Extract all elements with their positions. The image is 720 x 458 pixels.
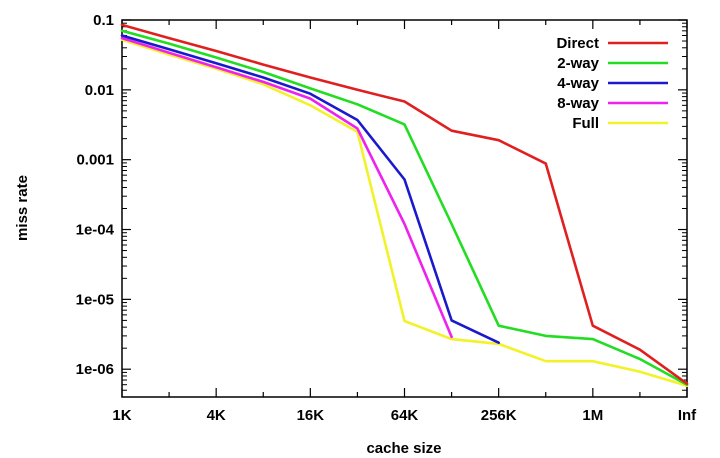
legend-label-8-way: 8-way	[557, 95, 599, 112]
x-tick-label: 4K	[207, 407, 226, 424]
x-tick-label: 16K	[297, 407, 325, 424]
series-layer	[120, 23, 689, 388]
y-tick-label: 1e-04	[76, 222, 115, 239]
y-tick-label: 0.01	[85, 82, 114, 99]
series-line-2-way	[120, 29, 689, 387]
tick-layer: 0.1 0.01 0.001 1e-04 1e-05 1e-06 1K 4K 16K 64K 256…	[76, 12, 698, 424]
x-tick-label: 256K	[481, 407, 517, 424]
y-tick-label: 0.001	[76, 152, 114, 169]
legend: Direct 2-way 4-way 8-way Full	[556, 35, 668, 132]
y-tick-label: 1e-05	[76, 291, 114, 308]
x-tick-label: Inf	[678, 407, 697, 424]
series-line-4-way	[120, 34, 501, 345]
legend-label-full: Full	[572, 115, 599, 132]
plot-frame	[121, 19, 688, 398]
y-axis-title: miss rate	[14, 175, 31, 241]
y-tick-label: 0.1	[93, 12, 114, 29]
legend-label-4-way: 4-way	[557, 75, 599, 92]
x-axis-title: cache size	[366, 440, 441, 457]
legend-label-2-way: 2-way	[557, 55, 599, 72]
series-line-direct	[120, 23, 689, 386]
x-tick-label: 64K	[391, 407, 419, 424]
x-tick-label: 1K	[112, 407, 131, 424]
x-tick-label: 1M	[582, 407, 603, 424]
y-tick-label: 1e-06	[76, 361, 114, 378]
series-line-full	[120, 38, 689, 388]
legend-label-direct: Direct	[556, 35, 599, 52]
series-line-8-way	[120, 36, 453, 339]
